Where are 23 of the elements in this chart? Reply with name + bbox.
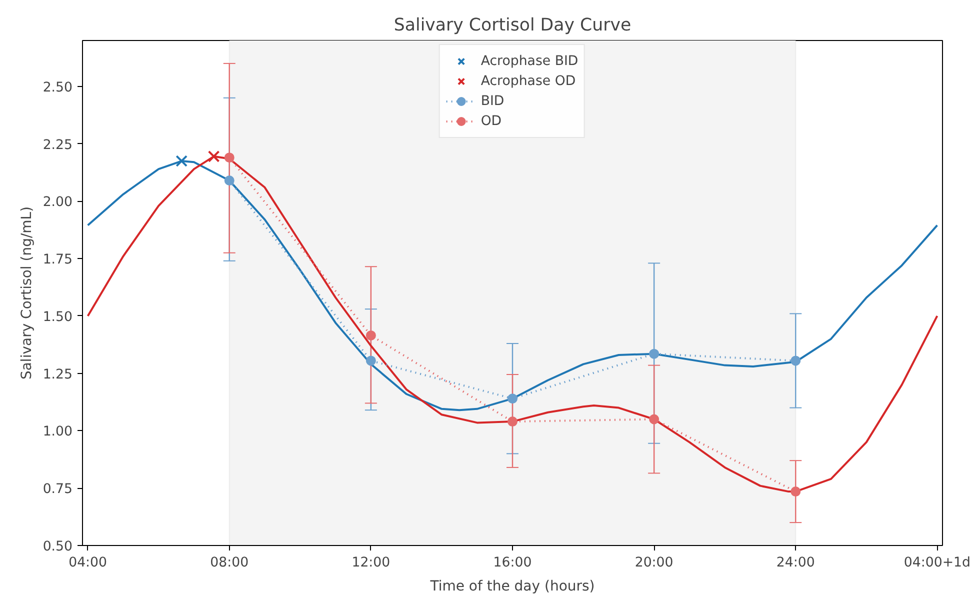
y-axis-title: Salivary Cortisol (ng/mL): [18, 206, 35, 380]
y-tick-label: 1.50: [42, 310, 73, 325]
y-tick-label: 2.00: [42, 195, 73, 210]
x-tick-label: 12:00: [352, 556, 390, 570]
legend-label: Acrophase BID: [480, 52, 578, 70]
y-tick-label: 0.50: [42, 540, 73, 554]
x-tick-label: 04:00: [68, 556, 108, 570]
y-tick-label: 1.00: [42, 424, 73, 440]
y-tick-label: 1.75: [42, 252, 73, 268]
x-tick-label: 16:00: [493, 556, 532, 570]
y-tick-label: 2.50: [42, 80, 73, 96]
legend-label: Acrophase OD: [480, 72, 576, 90]
y-tick-label: 1.25: [42, 367, 73, 382]
x-tick-label: 20:00: [634, 556, 674, 570]
y-tick-label: 0.75: [42, 482, 73, 498]
x-axis-title: Time of the day (hours): [429, 578, 595, 594]
x-tick-label: 04:00+1d: [904, 556, 970, 570]
legend-label: BID: [480, 92, 504, 110]
chart-title: Salivary Cortisol Day Curve: [394, 16, 632, 36]
y-tick-label: 2.25: [42, 138, 73, 153]
x-tick-label: 08:00: [210, 556, 249, 570]
x-tick-label: 24:00: [776, 556, 815, 570]
legend-label: OD: [480, 112, 502, 130]
